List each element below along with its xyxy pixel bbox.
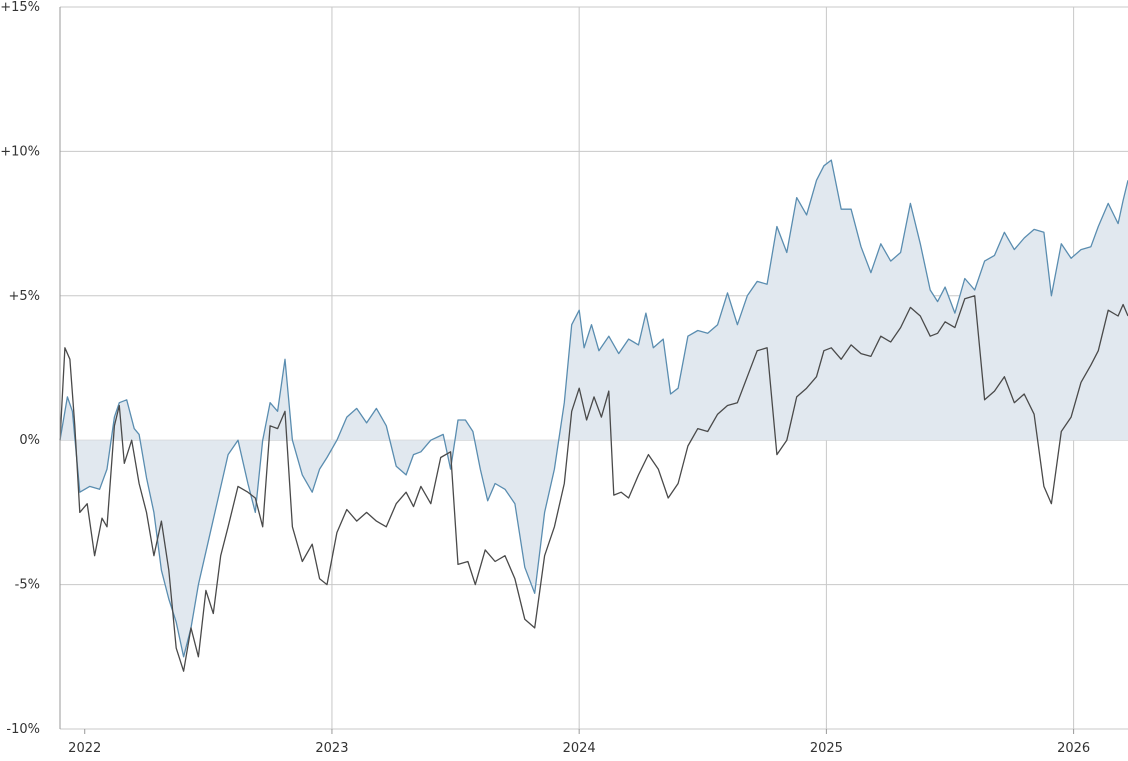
- x-tick-label: 2022: [68, 741, 101, 756]
- series-1-line: [59, 159, 1128, 658]
- y-tick-label: -5%: [15, 578, 40, 593]
- y-tick-label: -10%: [6, 722, 40, 737]
- x-tick-label: 2023: [315, 741, 348, 756]
- y-tick-label: +10%: [0, 144, 40, 159]
- area-layer: [60, 160, 1128, 657]
- x-tick-label: 2024: [563, 741, 596, 756]
- series-2-line: [59, 295, 1128, 672]
- y-tick-label: +5%: [8, 289, 40, 304]
- x-tick-label: 2026: [1057, 741, 1090, 756]
- y-tick-label: 0%: [19, 433, 40, 448]
- axis-layer: [59, 7, 1075, 734]
- x-tick-label: 2025: [810, 741, 843, 756]
- line-layer: [59, 159, 1128, 672]
- label-layer: +15% +10% +5% 0% -5% -10% 2022 2023 2024 2025 2026: [0, 0, 1090, 756]
- series-1-area: [60, 160, 1128, 657]
- y-tick-label: +15%: [0, 0, 40, 15]
